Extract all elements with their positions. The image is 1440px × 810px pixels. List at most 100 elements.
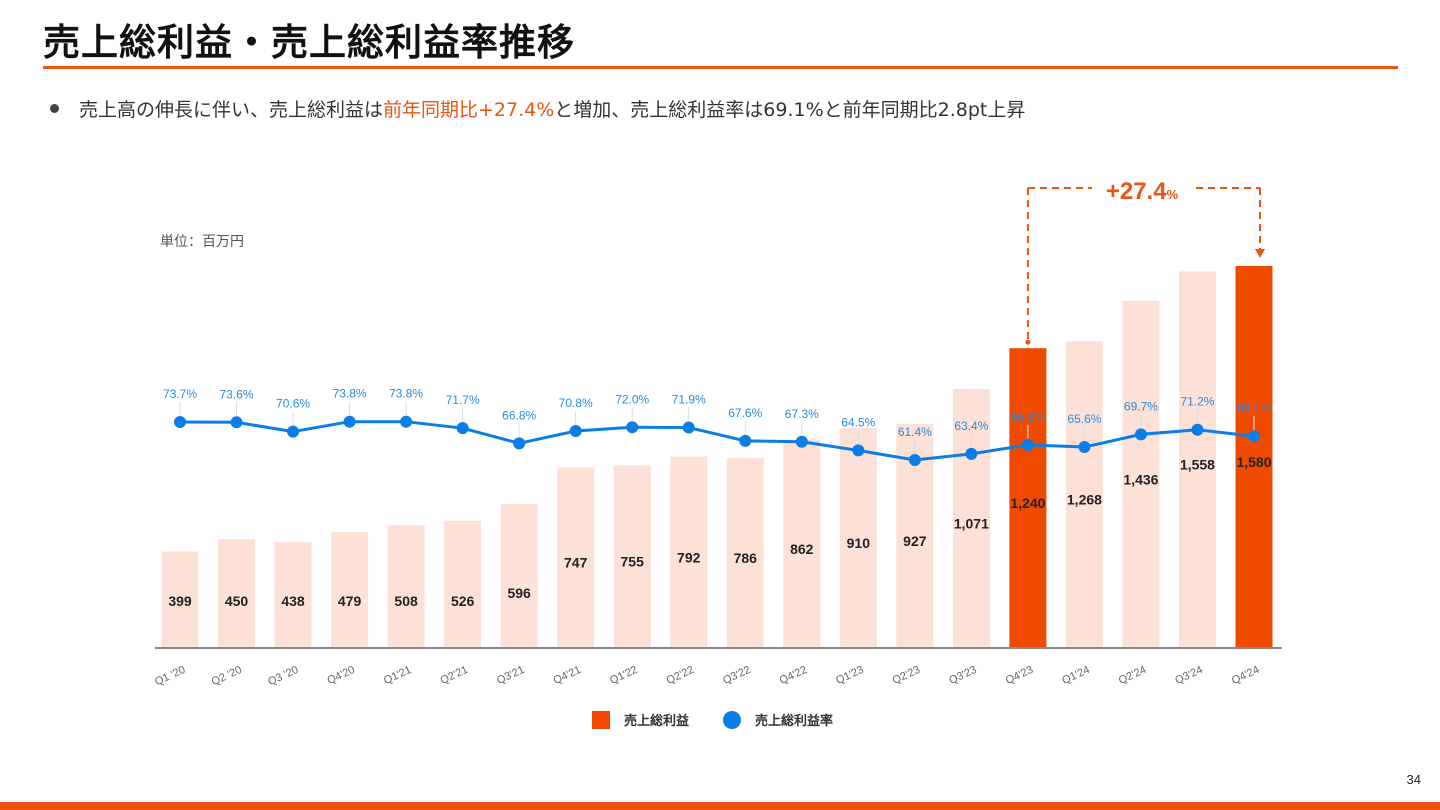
bar-4 <box>387 525 425 648</box>
margin-value-label: 71.9% <box>672 393 706 407</box>
x-tick-label: Q1'21 <box>382 664 413 687</box>
margin-point <box>739 434 752 447</box>
bar-value-label: 1,071 <box>954 516 989 532</box>
margin-value-label: 66.8% <box>502 408 536 422</box>
x-tick-label: Q3'24 <box>1173 664 1204 687</box>
margin-value-label: 71.2% <box>1180 395 1214 409</box>
x-tick-label: Q2 '20 <box>210 664 244 688</box>
bar-15 <box>1009 348 1047 648</box>
bar-value-label: 1,268 <box>1067 492 1102 508</box>
bar-19 <box>1235 266 1273 648</box>
margin-value-label: 73.7% <box>163 387 197 401</box>
bar-value-label: 1,436 <box>1123 471 1158 487</box>
bar-2 <box>274 542 312 648</box>
bar-5 <box>444 520 482 648</box>
bar-value-label: 450 <box>225 593 249 609</box>
legend-label-gross-profit: 売上総利益 <box>624 714 690 729</box>
bar-16 <box>1065 341 1103 648</box>
summary-highlight: 前年同期比+27.4% <box>383 99 555 121</box>
legend-label-gross-margin: 売上総利益率 <box>755 714 834 729</box>
margin-value-label: 64.5% <box>841 415 875 429</box>
page-title: 売上総利益・売上総利益率推移 <box>43 21 575 64</box>
margin-point <box>1191 423 1204 436</box>
margin-point <box>626 421 639 434</box>
legend-line-dot-icon <box>723 710 742 729</box>
x-tick-label: Q2'24 <box>1117 664 1148 687</box>
margin-value-label: 73.8% <box>333 387 367 401</box>
bar-8 <box>613 465 651 648</box>
margin-value-label: 61.4% <box>898 425 932 439</box>
margin-value-label: 67.3% <box>785 407 819 421</box>
bar-value-label: 1,558 <box>1180 457 1215 473</box>
margin-line <box>179 420 1255 462</box>
summary-text-2: と増加、売上総利益率は69.1%と前年同期比2.8pt上昇 <box>554 99 1026 121</box>
bar-value-label: 786 <box>734 550 758 566</box>
page-number: 34 <box>1406 772 1421 787</box>
margin-point <box>400 415 413 428</box>
bar-value-label: 526 <box>451 593 475 609</box>
margin-point <box>965 447 978 460</box>
margin-point <box>343 415 356 428</box>
x-tick-label: Q4'24 <box>1230 664 1261 687</box>
bar-17 <box>1122 300 1160 648</box>
margin-point <box>852 444 865 457</box>
bar-value-label: 438 <box>281 593 305 609</box>
summary-text-1: 売上高の伸長に伴い、売上総利益は <box>79 99 384 121</box>
x-tick-label: Q1'24 <box>1060 664 1091 687</box>
x-tick-label: Q2'22 <box>665 664 696 687</box>
margin-point <box>513 437 526 450</box>
margin-point <box>456 422 469 435</box>
margin-value-label: 69.1% <box>1237 401 1271 415</box>
bar-value-label: 927 <box>903 533 927 549</box>
bar-11 <box>783 439 821 648</box>
margin-value-label: 67.6% <box>728 406 762 420</box>
margin-point <box>1021 438 1034 451</box>
margin-point <box>1134 428 1147 441</box>
bar-6 <box>500 503 538 648</box>
unit-label: 単位：百万円 <box>160 234 244 250</box>
margin-value-label: 66.3% <box>1011 410 1045 424</box>
annotation-arrow-icon <box>1255 249 1265 258</box>
bar-7 <box>557 467 595 648</box>
x-tick-label: Q3'21 <box>495 664 526 687</box>
margin-point <box>230 416 243 429</box>
bar-10 <box>726 457 764 648</box>
x-tick-label: Q4'22 <box>778 664 809 687</box>
margin-value-label: 65.6% <box>1067 412 1101 426</box>
x-tick-label: Q4'23 <box>1004 664 1035 687</box>
margin-value-label: 73.8% <box>389 387 423 401</box>
title-underline <box>43 66 1398 69</box>
bar-0 <box>161 551 199 648</box>
bar-value-label: 1,580 <box>1236 454 1271 470</box>
margin-point <box>569 424 582 437</box>
bar-value-label: 596 <box>507 585 531 601</box>
chart-legend: 売上総利益 売上総利益率 <box>592 710 833 729</box>
margin-value-label: 71.7% <box>446 393 480 407</box>
margin-value-label: 73.6% <box>220 387 254 401</box>
margin-point <box>682 421 695 434</box>
margin-value-label: 70.6% <box>276 397 310 411</box>
annotation-growth-label: +27.4% <box>1106 178 1179 205</box>
x-tick-label: Q4'20 <box>325 664 356 687</box>
margin-point <box>174 416 186 428</box>
bar-12 <box>839 427 877 648</box>
bullet-dot-icon <box>50 104 59 113</box>
bar-value-label: 910 <box>847 535 871 551</box>
margin-point <box>795 435 808 448</box>
margin-value-label: 63.4% <box>954 419 988 433</box>
margin-point <box>1248 430 1260 443</box>
bar-9 <box>670 456 708 648</box>
x-tick-label: Q3 '20 <box>266 664 300 688</box>
bar-value-label: 508 <box>394 593 418 609</box>
bar-value-label: 755 <box>621 554 645 570</box>
bar-value-label: 862 <box>790 541 814 557</box>
bar-1 <box>218 539 256 648</box>
bar-3 <box>331 532 369 648</box>
margin-value-label: 70.8% <box>559 396 593 410</box>
bar-14 <box>952 389 990 648</box>
margin-point <box>908 454 921 467</box>
x-tick-label: Q3'23 <box>947 664 978 687</box>
x-tick-label: Q1'22 <box>608 664 639 687</box>
margin-value-label: 72.0% <box>615 392 649 406</box>
